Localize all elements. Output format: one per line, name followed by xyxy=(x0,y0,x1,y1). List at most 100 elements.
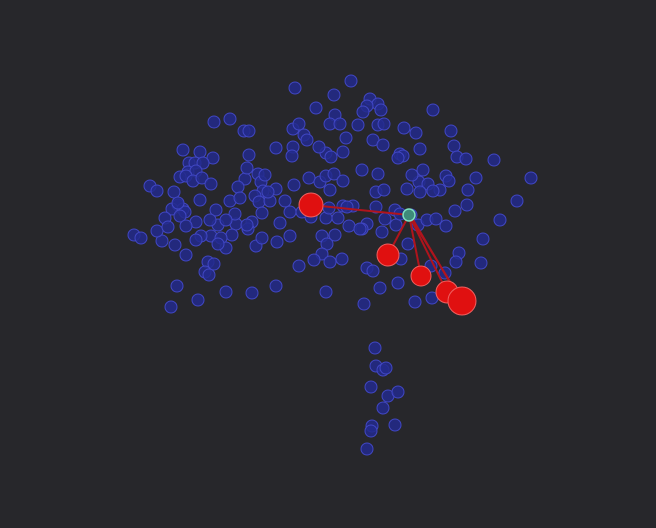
graph-node[interactable] xyxy=(231,180,245,194)
graph-node[interactable] xyxy=(340,200,354,214)
graph-node[interactable] xyxy=(369,200,383,214)
graph-node[interactable] xyxy=(269,141,283,155)
graph-node[interactable] xyxy=(344,74,358,88)
graph-node[interactable] xyxy=(203,213,217,227)
graph-node[interactable] xyxy=(493,213,507,227)
graph-node[interactable] xyxy=(225,228,239,242)
graph-node[interactable] xyxy=(292,259,306,273)
graph-node[interactable] xyxy=(448,204,462,218)
graph-node[interactable] xyxy=(193,145,207,159)
graph-node[interactable] xyxy=(195,171,209,185)
graph-node[interactable] xyxy=(351,118,365,132)
graph-node[interactable] xyxy=(459,152,473,166)
graph-node[interactable] xyxy=(391,151,405,165)
graph-node[interactable] xyxy=(207,257,221,271)
graph-node[interactable] xyxy=(323,183,337,197)
graph-node[interactable] xyxy=(173,209,187,223)
highlighted-graph-node[interactable] xyxy=(447,286,477,316)
graph-node[interactable] xyxy=(204,177,218,191)
graph-node[interactable] xyxy=(170,279,184,293)
graph-node[interactable] xyxy=(261,185,275,199)
graph-node[interactable] xyxy=(474,256,488,270)
graph-node[interactable] xyxy=(255,231,269,245)
graph-node[interactable] xyxy=(161,220,175,234)
graph-node[interactable] xyxy=(202,268,216,282)
graph-node[interactable] xyxy=(164,300,178,314)
graph-node[interactable] xyxy=(376,138,390,152)
graph-node[interactable] xyxy=(176,143,190,157)
graph-node[interactable] xyxy=(189,233,203,247)
graph-node[interactable] xyxy=(300,133,314,147)
graph-node[interactable] xyxy=(323,255,337,269)
graph-node[interactable] xyxy=(460,198,474,212)
graph-node[interactable] xyxy=(240,218,254,232)
graph-node[interactable] xyxy=(376,401,390,415)
graph-node[interactable] xyxy=(368,341,382,355)
graph-node[interactable] xyxy=(409,126,423,140)
graph-node[interactable] xyxy=(209,203,223,217)
graph-node[interactable] xyxy=(447,139,461,153)
graph-node[interactable] xyxy=(397,121,411,135)
graph-node[interactable] xyxy=(371,167,385,181)
graph-node[interactable] xyxy=(353,222,367,236)
graph-node[interactable] xyxy=(331,211,345,225)
graph-node[interactable] xyxy=(416,163,430,177)
graph-node[interactable] xyxy=(283,205,297,219)
highlighted-graph-node[interactable] xyxy=(376,243,400,267)
graph-node[interactable] xyxy=(510,194,524,208)
graph-node[interactable] xyxy=(179,219,193,233)
graph-node[interactable] xyxy=(375,225,389,239)
graph-node[interactable] xyxy=(327,167,341,181)
graph-node[interactable] xyxy=(278,194,292,208)
graph-node[interactable] xyxy=(287,178,301,192)
graph-node[interactable] xyxy=(307,253,321,267)
graph-node[interactable] xyxy=(408,295,422,309)
graph-node[interactable] xyxy=(355,163,369,177)
graph-node[interactable] xyxy=(312,140,326,154)
graph-node[interactable] xyxy=(211,237,225,251)
graph-node[interactable] xyxy=(439,219,453,233)
graph-node[interactable] xyxy=(426,184,440,198)
graph-node[interactable] xyxy=(461,183,475,197)
graph-node[interactable] xyxy=(364,424,378,438)
graph-node[interactable] xyxy=(150,184,164,198)
graph-node[interactable] xyxy=(171,196,185,210)
graph-node[interactable] xyxy=(366,264,380,278)
graph-node[interactable] xyxy=(167,185,181,199)
graph-node[interactable] xyxy=(401,237,415,251)
graph-node[interactable] xyxy=(219,213,233,227)
graph-node[interactable] xyxy=(191,293,205,307)
graph-node[interactable] xyxy=(245,286,259,300)
graph-node[interactable] xyxy=(391,385,405,399)
graph-node[interactable] xyxy=(429,212,443,226)
graph-node[interactable] xyxy=(302,171,316,185)
graph-node[interactable] xyxy=(324,150,338,164)
graph-node[interactable] xyxy=(273,216,287,230)
graph-node[interactable] xyxy=(336,174,350,188)
graph-node[interactable] xyxy=(333,117,347,131)
graph-node[interactable] xyxy=(233,191,247,205)
graph-node[interactable] xyxy=(373,281,387,295)
graph-node[interactable] xyxy=(193,193,207,207)
graph-node[interactable] xyxy=(469,171,483,185)
graph-node[interactable] xyxy=(242,148,256,162)
graph-node[interactable] xyxy=(219,285,233,299)
graph-node[interactable] xyxy=(364,380,378,394)
graph-node[interactable] xyxy=(388,418,402,432)
graph-node[interactable] xyxy=(179,248,193,262)
graph-node[interactable] xyxy=(339,131,353,145)
graph-node[interactable] xyxy=(524,171,538,185)
graph-node[interactable] xyxy=(168,238,182,252)
graph-node[interactable] xyxy=(269,279,283,293)
graph-node[interactable] xyxy=(342,219,356,233)
graph-node[interactable] xyxy=(309,101,323,115)
graph-node[interactable] xyxy=(413,142,427,156)
graph-node[interactable] xyxy=(255,206,269,220)
graph-node[interactable] xyxy=(379,361,393,375)
graph-node[interactable] xyxy=(374,103,388,117)
selected-graph-node[interactable] xyxy=(402,208,416,222)
graph-node[interactable] xyxy=(228,207,242,221)
graph-node[interactable] xyxy=(328,228,342,242)
graph-node[interactable] xyxy=(288,81,302,95)
